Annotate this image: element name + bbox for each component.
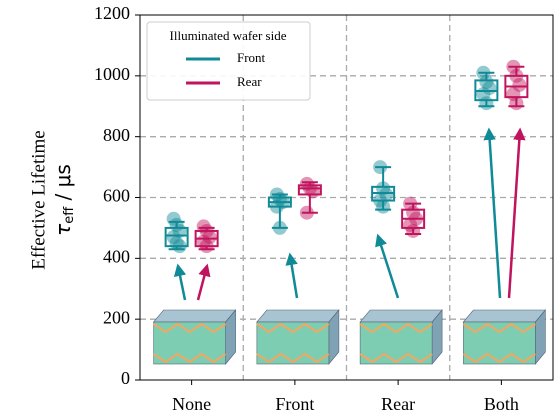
y-tick-label: 1000 (94, 64, 130, 84)
wafer-front (257, 322, 329, 364)
legend: Illuminated wafer side Front Rear (147, 22, 310, 100)
y-symbol: τ (51, 223, 75, 236)
wafer-icon (360, 310, 442, 364)
y-subscript: eff (62, 206, 77, 224)
wafer-front (463, 322, 535, 364)
wafer-front (154, 322, 226, 364)
wafer-front (360, 322, 432, 364)
x-tick-label: Both (484, 394, 519, 414)
arrows (178, 130, 520, 300)
arrow (178, 266, 185, 300)
x-tick-label: Front (275, 394, 314, 414)
wafer-icons (154, 310, 546, 364)
arrow (198, 266, 207, 300)
arrow (290, 255, 297, 298)
arrow (378, 236, 398, 298)
y-tick-label: 600 (103, 186, 130, 206)
wafer-icon (257, 310, 339, 364)
y-tick-label: 800 (103, 125, 130, 145)
y-axis-symbol: τeff / μs (51, 164, 77, 236)
arrow (509, 130, 520, 298)
legend-title: Illuminated wafer side (170, 28, 287, 43)
chart: Effective Lifetime τeff / μs Illuminated… (0, 0, 557, 419)
y-tick-label: 0 (121, 368, 130, 388)
x-tick-label: Rear (381, 394, 415, 414)
legend-label: Front (237, 50, 266, 65)
y-tick-label: 1200 (94, 3, 130, 23)
wafer-top (154, 310, 236, 322)
y-axis-label: Effective Lifetime (28, 130, 49, 269)
arrow (489, 130, 500, 298)
wafer-icon (154, 310, 236, 364)
y-unit: / μs (51, 164, 75, 207)
wafer-icon (463, 310, 545, 364)
point (306, 184, 320, 198)
wafer-top (360, 310, 442, 322)
y-tick-label: 400 (103, 246, 130, 266)
y-tick-label: 200 (103, 307, 130, 327)
x-tick-label: None (172, 394, 211, 414)
wafer-top (463, 310, 545, 322)
wafer-top (257, 310, 339, 322)
legend-label: Rear (237, 74, 262, 89)
page: Effective Lifetime τeff / μs Illuminated… (0, 0, 557, 419)
